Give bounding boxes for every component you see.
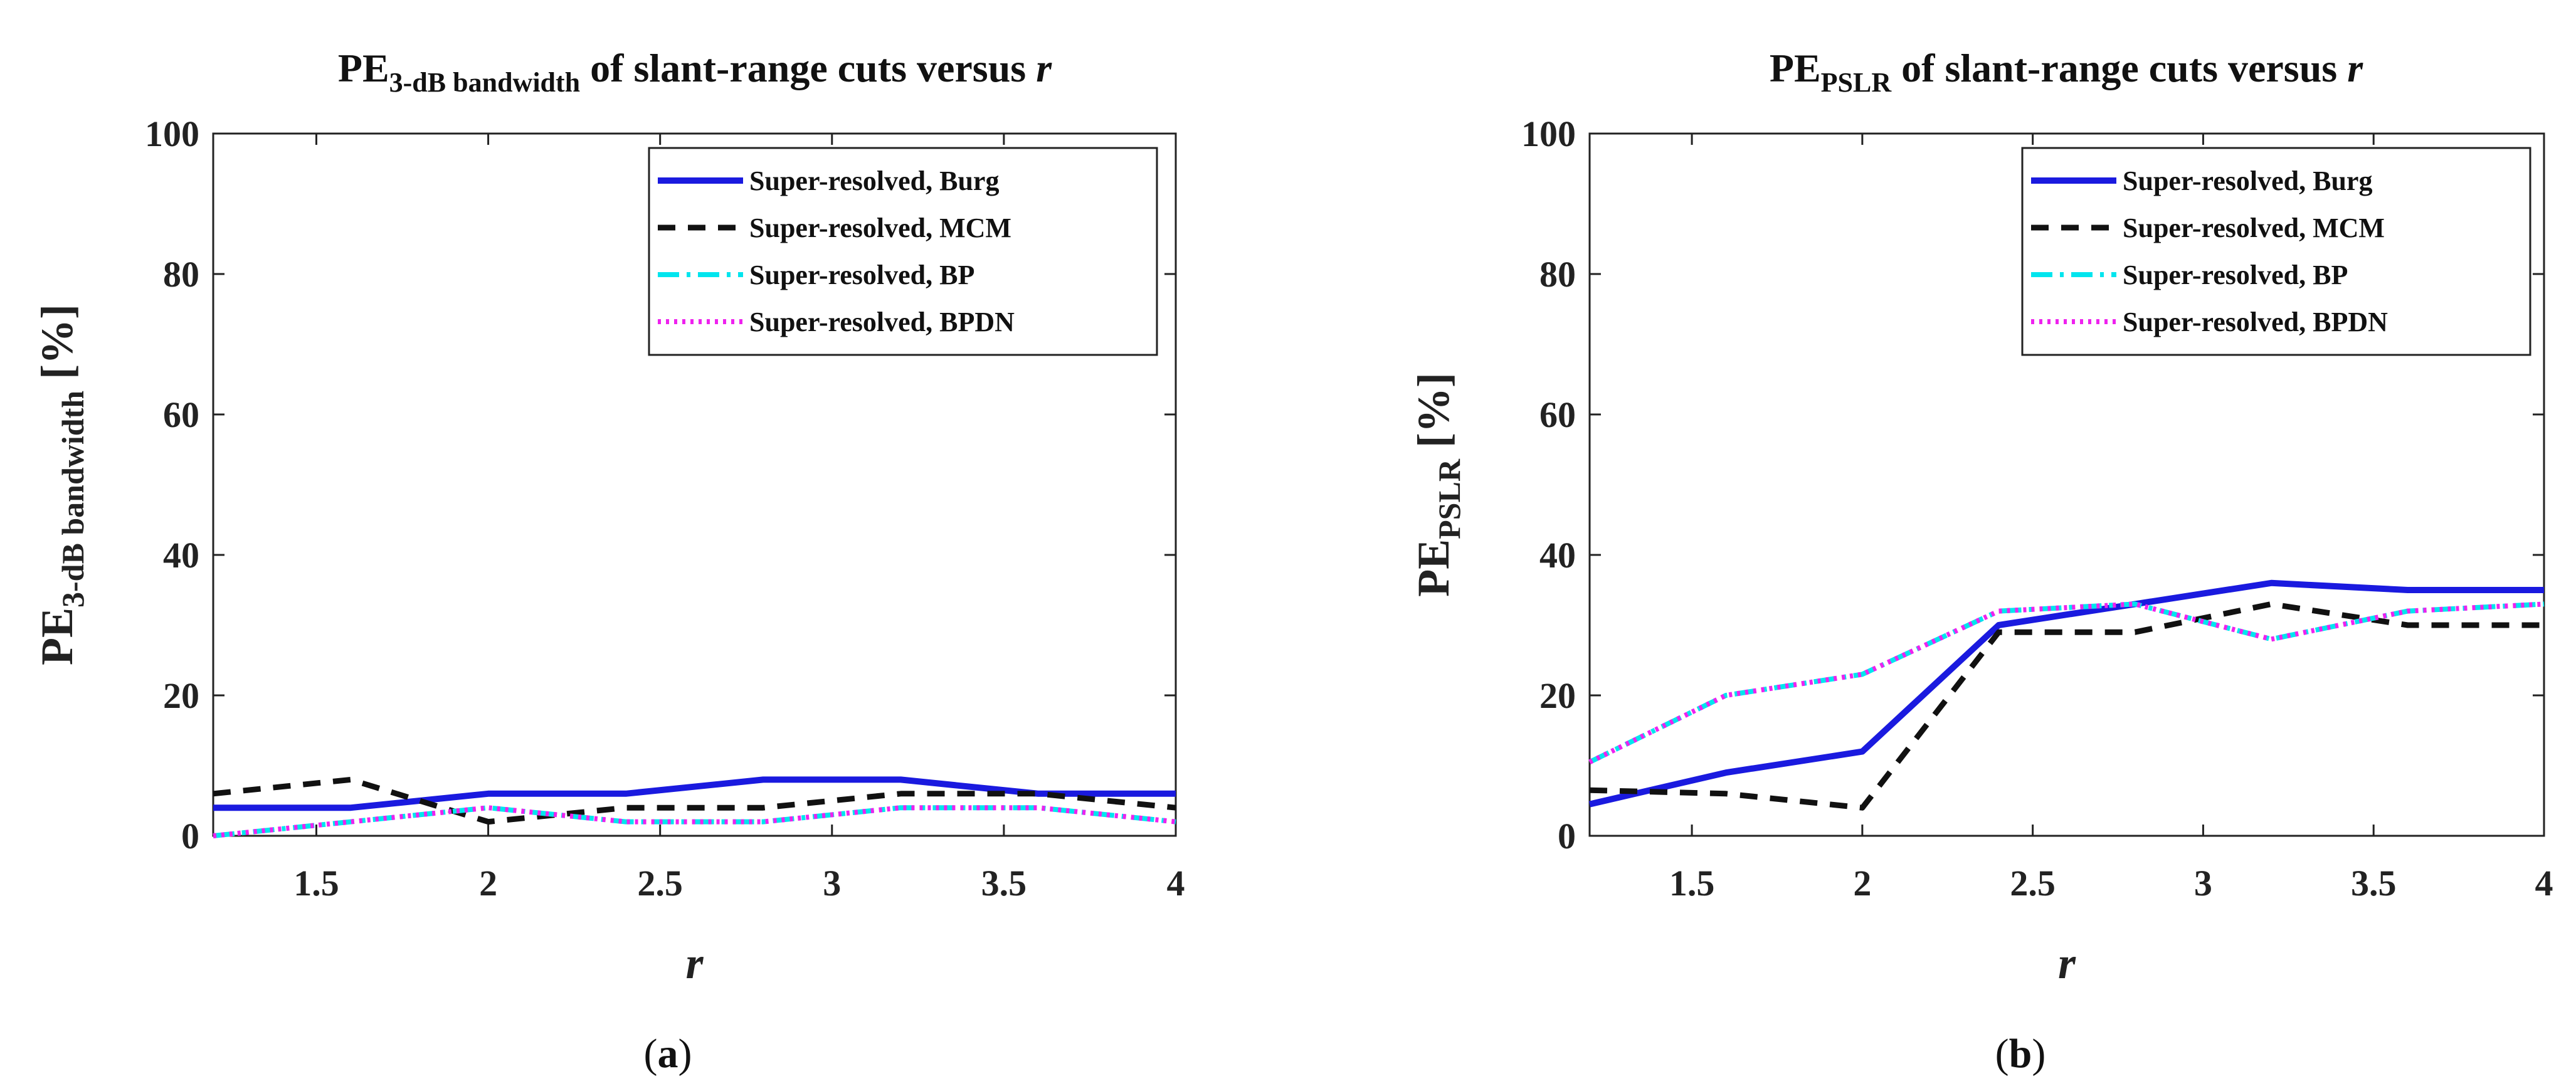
x-tick-label: 2.5: [2010, 863, 2056, 904]
legend-entry: Super-resolved, MCM: [2123, 213, 2385, 243]
legend-entry: Super-resolved, Burg: [2123, 166, 2372, 196]
y-tick-label: 80: [163, 254, 199, 295]
x-axis-label: r: [685, 938, 704, 988]
panel-caption: (b): [1995, 1031, 2046, 1077]
y-tick-label: 60: [163, 394, 199, 435]
x-tick-label: 1.5: [293, 863, 339, 904]
series-line-super-resolved-mcm: [1589, 601, 2544, 811]
y-axis-label: PEPSLR [%]: [1408, 372, 1467, 597]
panel-caption: (a): [644, 1031, 692, 1077]
y-tick-label: 0: [181, 816, 199, 857]
y-tick-label: 60: [1539, 394, 1576, 435]
chart-title: PE3-dB bandwidth of slant-range cuts ver…: [338, 46, 1052, 98]
series-line-super-resolved-burg: [213, 776, 1176, 811]
plot-frame: [212, 132, 1177, 837]
y-tick-label: 40: [1539, 535, 1576, 576]
y-tick-label: 0: [1558, 816, 1576, 857]
x-tick-label: 2: [1853, 863, 1871, 904]
y-tick-label: 40: [163, 535, 199, 576]
y-axis-label: PE3-dB bandwidth [%]: [32, 304, 90, 665]
y-tick-label: 100: [145, 113, 199, 154]
x-tick-label: 3: [2194, 863, 2212, 904]
chart-panel-b: PEPSLR of slant-range cuts versus r 0 20 40…: [1408, 46, 2553, 1077]
legend-entry: Super-resolved, Burg: [749, 166, 999, 196]
x-tick-label: 3: [823, 863, 841, 904]
series-line-super-resolved-bp: [1588, 601, 2545, 764]
plot-frame: [1588, 132, 2545, 837]
y-tick-label: 80: [1539, 254, 1576, 295]
x-tick-label: 2.5: [637, 863, 683, 904]
y-tick-label: 20: [1539, 675, 1576, 716]
x-tick-label: 4: [1167, 863, 1185, 904]
series-line-super-resolved-mcm: [213, 776, 1176, 825]
legend-entry: Super-resolved, BP: [2123, 260, 2348, 290]
y-tick-label: 20: [163, 675, 199, 716]
series-line-super-resolved-bpdn: [1588, 601, 2545, 764]
series-line-super-resolved-bpdn: [213, 805, 1176, 838]
legend: Super-resolved, Burg Super-resolved, MCM S…: [648, 147, 1158, 356]
legend: Super-resolved, Burg Super-resolved, MCM S…: [2021, 147, 2531, 356]
x-tick-label: 1.5: [1669, 863, 1715, 904]
legend-entry: Super-resolved, BPDN: [749, 307, 1015, 337]
legend-entry: Super-resolved, BP: [749, 260, 974, 290]
x-tick-label: 3.5: [2351, 863, 2397, 904]
x-axis-label: r: [2058, 938, 2076, 988]
chart-title: PEPSLR of slant-range cuts versus r: [1770, 46, 2363, 98]
x-tick-label: 4: [2535, 863, 2553, 904]
y-tick-label: 100: [1521, 113, 1576, 154]
chart-panel-a: PE3-dB bandwidth of slant-range cuts ver…: [32, 46, 1185, 1077]
x-tick-label: 2: [479, 863, 497, 904]
series-line-super-resolved-burg: [1588, 579, 2544, 808]
legend-entry: Super-resolved, BPDN: [2123, 307, 2388, 337]
legend-entry: Super-resolved, MCM: [749, 213, 1011, 243]
x-tick-label: 3.5: [981, 863, 1027, 904]
